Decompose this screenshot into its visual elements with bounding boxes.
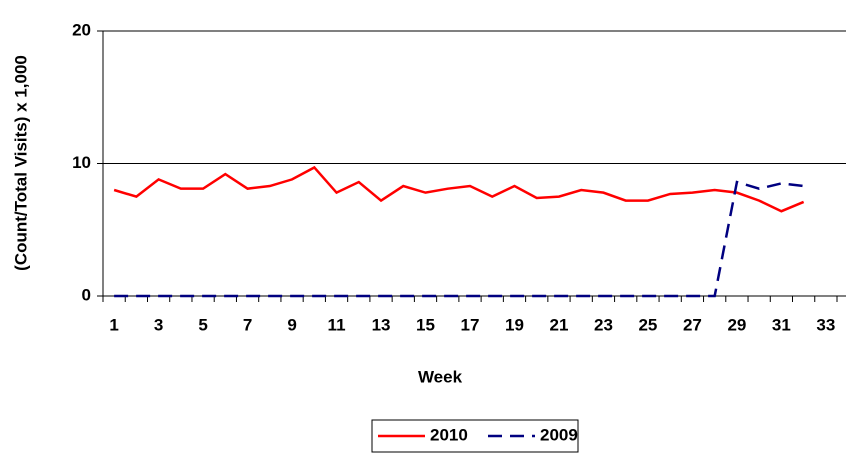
series-line [114, 180, 804, 298]
x-tick-label: 23 [594, 315, 613, 334]
y-tick-label: 20 [72, 20, 91, 39]
y-axis-title: (Count/Total Visits) x 1,000 [11, 55, 30, 271]
x-tick-label: 13 [372, 315, 391, 334]
x-tick-label: 19 [505, 315, 524, 334]
x-tick-label: 27 [683, 315, 702, 334]
x-tick-label: 5 [198, 315, 207, 334]
legend-label: 2010 [430, 425, 468, 444]
x-tick-label: 21 [550, 315, 569, 334]
x-tick-label: 7 [243, 315, 252, 334]
legend-label: 2009 [540, 425, 578, 444]
y-tick-label: 10 [72, 153, 91, 172]
x-axis-title: Week [418, 367, 463, 386]
x-tick-label: 3 [154, 315, 163, 334]
x-tick-label: 17 [461, 315, 480, 334]
x-tick-label: 1 [109, 315, 118, 334]
y-tick-label: 0 [82, 285, 91, 304]
x-tick-label: 11 [328, 315, 346, 334]
series-line [113, 165, 805, 213]
x-tick-label: 33 [816, 315, 835, 334]
x-tick-label: 15 [416, 315, 435, 334]
x-tick-label: 29 [727, 315, 746, 334]
x-tick-label: 25 [638, 315, 657, 334]
x-tick-label: 9 [287, 315, 296, 334]
x-tick-label: 31 [772, 315, 791, 334]
